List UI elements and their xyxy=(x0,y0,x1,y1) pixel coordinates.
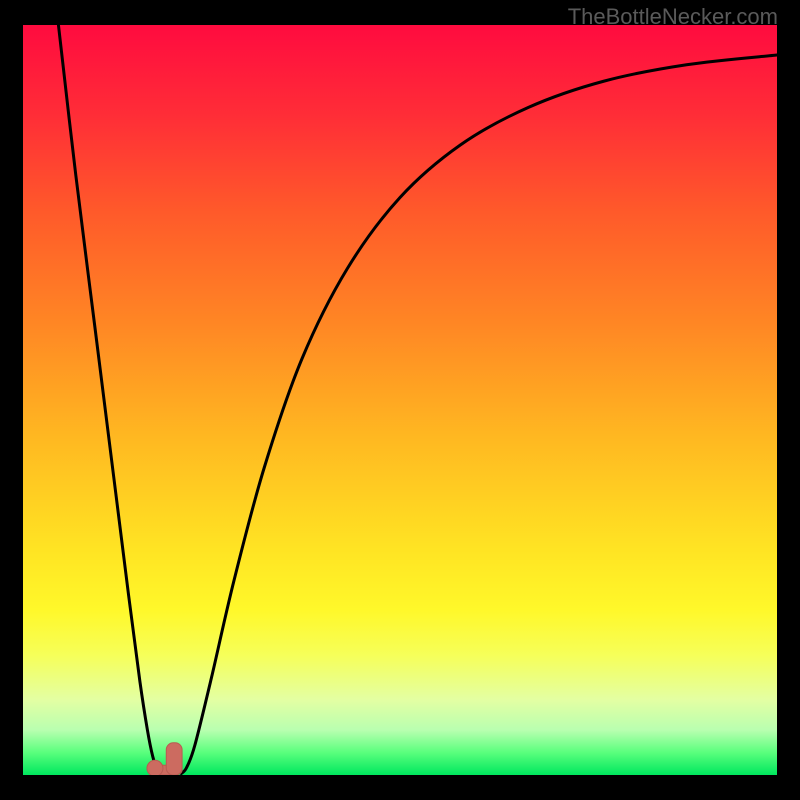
bottleneck-chart xyxy=(0,0,800,800)
chart-container: { "watermark": { "text": "TheBottleNecke… xyxy=(0,0,800,800)
marker-dot xyxy=(147,760,163,776)
watermark-text: TheBottleNecker.com xyxy=(568,4,778,30)
marker-stem xyxy=(166,743,182,775)
